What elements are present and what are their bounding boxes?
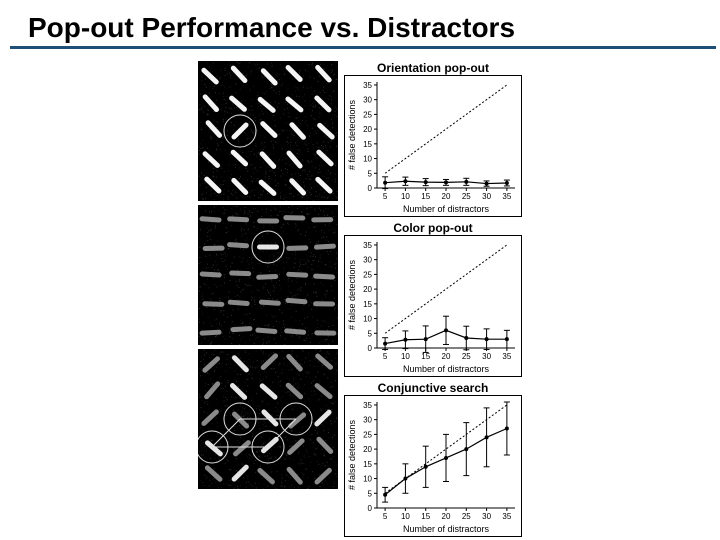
svg-text:35: 35 (363, 401, 372, 410)
svg-text:35: 35 (363, 81, 372, 90)
svg-text:15: 15 (363, 300, 372, 309)
svg-text:35: 35 (502, 512, 511, 521)
svg-text:30: 30 (482, 192, 491, 201)
svg-text:35: 35 (363, 241, 372, 250)
svg-text:5: 5 (368, 489, 373, 498)
chart-title: Color pop-out (344, 221, 522, 235)
svg-text:25: 25 (363, 430, 372, 439)
chart-title: Orientation pop-out (344, 61, 522, 75)
svg-text:Number of distractors: Number of distractors (403, 204, 490, 214)
figure-grid: Orientation pop-out 5 10 15 20 25 30 35 0 5 10 15 20… (0, 57, 720, 537)
svg-text:5: 5 (383, 192, 388, 201)
svg-text:Number of distractors: Number of distractors (403, 364, 490, 374)
svg-text:15: 15 (421, 512, 430, 521)
svg-text:# false detections: # false detections (347, 259, 357, 330)
svg-text:5: 5 (383, 352, 388, 361)
svg-text:15: 15 (363, 460, 372, 469)
svg-text:0: 0 (368, 344, 373, 353)
svg-text:20: 20 (363, 125, 372, 134)
svg-text:30: 30 (363, 256, 372, 265)
svg-text:5: 5 (368, 329, 373, 338)
chart: 5 10 15 20 25 30 35 0 5 10 15 20 25 30 35 Number of dis… (344, 75, 522, 217)
svg-text:30: 30 (363, 96, 372, 105)
svg-text:5: 5 (383, 512, 388, 521)
svg-text:0: 0 (368, 504, 373, 513)
svg-text:15: 15 (421, 352, 430, 361)
chart: 5 10 15 20 25 30 35 0 5 10 15 20 25 30 35 Number of dis… (344, 395, 522, 537)
svg-text:35: 35 (502, 192, 511, 201)
chart-block-orientation-pop-out: Orientation pop-out 5 10 15 20 25 30 35 0 5 10 15 20… (344, 61, 522, 217)
svg-text:# false detections: # false detections (347, 419, 357, 490)
svg-text:15: 15 (421, 192, 430, 201)
stimulus-column (198, 61, 338, 537)
svg-text:5: 5 (368, 169, 373, 178)
svg-text:10: 10 (401, 192, 410, 201)
svg-text:35: 35 (502, 352, 511, 361)
svg-text:15: 15 (363, 140, 372, 149)
svg-text:0: 0 (368, 184, 373, 193)
svg-text:25: 25 (462, 352, 471, 361)
svg-text:30: 30 (363, 416, 372, 425)
svg-text:25: 25 (363, 270, 372, 279)
svg-text:30: 30 (482, 512, 491, 521)
svg-text:25: 25 (462, 512, 471, 521)
svg-text:20: 20 (363, 445, 372, 454)
stimulus-orientation (198, 61, 338, 201)
svg-text:20: 20 (442, 352, 451, 361)
chart-title: Conjunctive search (344, 381, 522, 395)
svg-text:20: 20 (442, 192, 451, 201)
stimulus-color (198, 205, 338, 345)
chart-block-conjunctive-search: Conjunctive search 5 10 15 20 25 30 35 0 5 10 15 20 2… (344, 381, 522, 537)
chart-column: Orientation pop-out 5 10 15 20 25 30 35 0 5 10 15 20… (344, 61, 522, 537)
svg-text:20: 20 (442, 512, 451, 521)
svg-text:30: 30 (482, 352, 491, 361)
svg-text:25: 25 (363, 110, 372, 119)
svg-text:25: 25 (462, 192, 471, 201)
svg-text:10: 10 (363, 475, 372, 484)
svg-text:10: 10 (363, 155, 372, 164)
svg-text:10: 10 (401, 512, 410, 521)
chart-block-color-pop-out: Color pop-out 5 10 15 20 25 30 35 0 5 10 15 20 25 30 35… (344, 221, 522, 377)
chart: 5 10 15 20 25 30 35 0 5 10 15 20 25 30 35 Number of dis… (344, 235, 522, 377)
svg-text:10: 10 (401, 352, 410, 361)
svg-text:10: 10 (363, 315, 372, 324)
svg-text:20: 20 (363, 285, 372, 294)
svg-text:Number of distractors: Number of distractors (403, 524, 490, 534)
stimulus-conjunctive (198, 349, 338, 489)
svg-text:# false detections: # false detections (347, 99, 357, 170)
slide-title: Pop-out Performance vs. Distractors (10, 0, 716, 49)
